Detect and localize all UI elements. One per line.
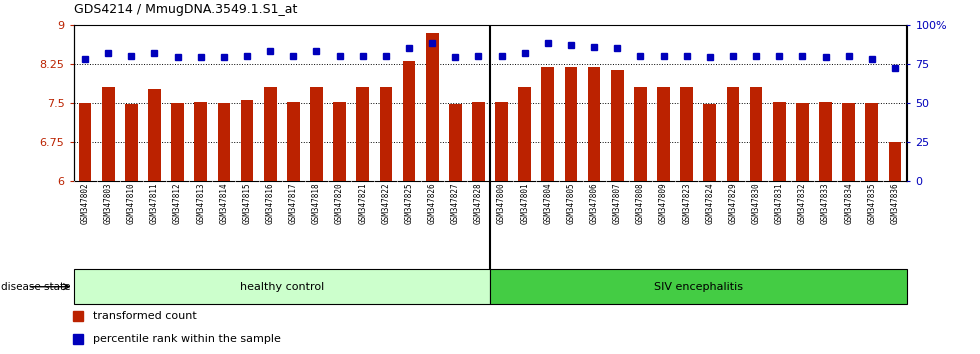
Bar <box>194 102 207 181</box>
Text: GSM347818: GSM347818 <box>312 182 321 224</box>
Bar <box>287 102 300 181</box>
Text: GSM347812: GSM347812 <box>173 182 182 224</box>
Text: disease state: disease state <box>1 282 71 292</box>
Bar <box>218 103 230 181</box>
Bar <box>379 87 392 181</box>
Text: GSM347814: GSM347814 <box>220 182 228 224</box>
Bar <box>425 33 438 181</box>
Bar <box>773 102 786 181</box>
Text: GSM347835: GSM347835 <box>867 182 876 224</box>
Text: GSM347800: GSM347800 <box>497 182 506 224</box>
Text: GSM347836: GSM347836 <box>891 182 900 224</box>
Text: GDS4214 / MmugDNA.3549.1.S1_at: GDS4214 / MmugDNA.3549.1.S1_at <box>74 3 297 16</box>
Bar <box>588 67 601 181</box>
Text: GSM347820: GSM347820 <box>335 182 344 224</box>
Bar <box>658 87 670 181</box>
Text: SIV encephalitis: SIV encephalitis <box>654 282 743 292</box>
Text: GSM347817: GSM347817 <box>289 182 298 224</box>
Text: GSM347806: GSM347806 <box>590 182 599 224</box>
Text: GSM347825: GSM347825 <box>405 182 414 224</box>
Text: GSM347824: GSM347824 <box>706 182 714 224</box>
Text: GSM347822: GSM347822 <box>381 182 390 224</box>
Text: GSM347829: GSM347829 <box>728 182 738 224</box>
Bar <box>819 102 832 181</box>
Bar <box>78 103 91 181</box>
Bar <box>241 100 254 181</box>
Bar <box>495 102 508 181</box>
Bar <box>704 104 716 181</box>
Bar <box>333 102 346 181</box>
Bar <box>726 87 739 181</box>
Text: GSM347831: GSM347831 <box>775 182 784 224</box>
Bar <box>842 103 855 181</box>
Text: GSM347830: GSM347830 <box>752 182 760 224</box>
Text: GSM347827: GSM347827 <box>451 182 460 224</box>
Text: GSM347815: GSM347815 <box>242 182 252 224</box>
Text: healthy control: healthy control <box>240 282 323 292</box>
Bar <box>796 103 808 181</box>
Text: GSM347823: GSM347823 <box>682 182 691 224</box>
Bar <box>310 87 322 181</box>
Bar <box>634 87 647 181</box>
Text: GSM347833: GSM347833 <box>821 182 830 224</box>
Bar <box>74 269 490 304</box>
Bar <box>125 104 138 181</box>
Bar <box>148 88 161 181</box>
Bar <box>403 61 416 181</box>
Bar <box>518 87 531 181</box>
Text: GSM347809: GSM347809 <box>659 182 668 224</box>
Text: GSM347834: GSM347834 <box>844 182 854 224</box>
Text: GSM347832: GSM347832 <box>798 182 807 224</box>
Text: GSM347801: GSM347801 <box>520 182 529 224</box>
Bar <box>264 87 276 181</box>
Text: GSM347803: GSM347803 <box>104 182 113 224</box>
Text: GSM347807: GSM347807 <box>612 182 621 224</box>
Text: transformed count: transformed count <box>93 311 197 321</box>
Text: GSM347816: GSM347816 <box>266 182 274 224</box>
Bar <box>449 104 462 181</box>
Bar <box>172 103 184 181</box>
Bar <box>564 67 577 181</box>
Bar <box>472 102 485 181</box>
Bar <box>102 87 115 181</box>
Bar <box>889 142 902 181</box>
Text: GSM347811: GSM347811 <box>150 182 159 224</box>
Bar <box>357 87 369 181</box>
Bar <box>542 67 555 181</box>
Bar <box>750 87 762 181</box>
Text: GSM347810: GSM347810 <box>126 182 136 224</box>
Text: GSM347808: GSM347808 <box>636 182 645 224</box>
Text: percentile rank within the sample: percentile rank within the sample <box>93 334 281 344</box>
Text: GSM347805: GSM347805 <box>566 182 575 224</box>
Bar <box>680 87 693 181</box>
Text: GSM347826: GSM347826 <box>427 182 437 224</box>
Text: GSM347804: GSM347804 <box>543 182 553 224</box>
Text: GSM347821: GSM347821 <box>359 182 368 224</box>
Bar <box>611 70 623 181</box>
Text: GSM347828: GSM347828 <box>474 182 483 224</box>
Text: GSM347802: GSM347802 <box>80 182 89 224</box>
Bar <box>490 269 906 304</box>
Bar <box>865 103 878 181</box>
Text: GSM347813: GSM347813 <box>196 182 205 224</box>
